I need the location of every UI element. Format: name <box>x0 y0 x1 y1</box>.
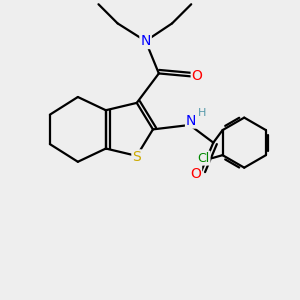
Text: N: N <box>140 34 151 48</box>
Text: S: S <box>132 150 141 164</box>
Text: O: O <box>190 167 201 181</box>
Text: N: N <box>186 114 196 128</box>
Text: O: O <box>192 69 203 83</box>
Text: Cl: Cl <box>197 152 209 165</box>
Text: H: H <box>198 108 206 118</box>
